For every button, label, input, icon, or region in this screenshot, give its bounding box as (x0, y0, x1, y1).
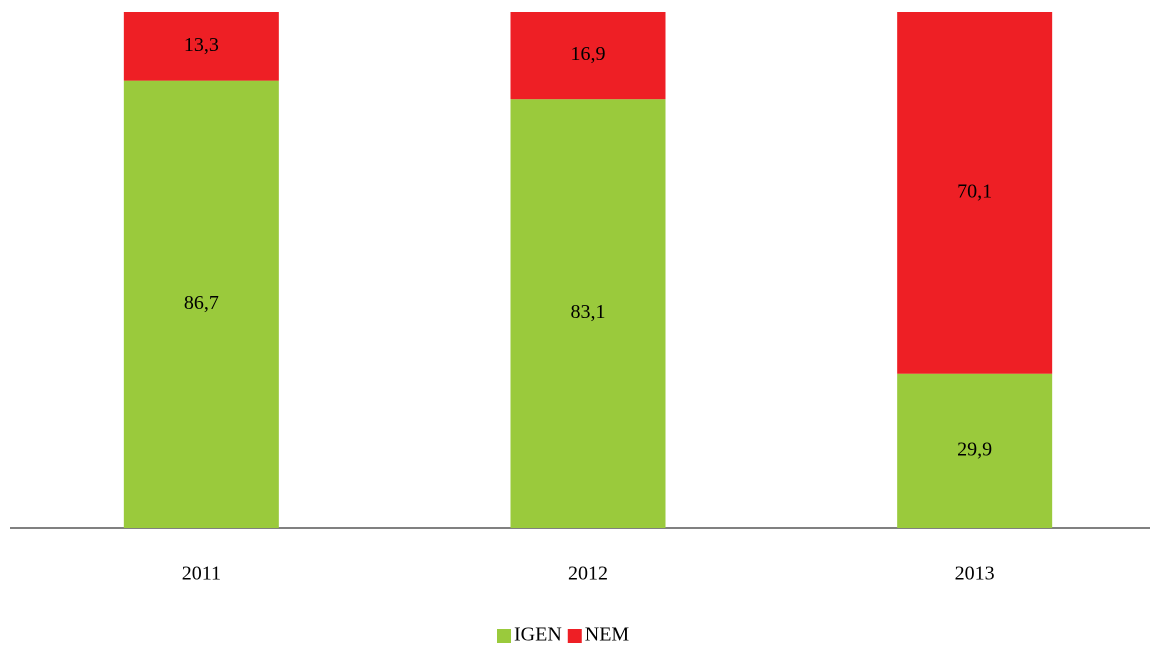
x-tick-label: 2013 (955, 563, 995, 585)
data-label: 13,3 (184, 34, 219, 56)
bar-segment (897, 373, 1053, 528)
legend-label: NEM (585, 624, 630, 646)
legend-swatch (567, 629, 582, 643)
data-label: 86,7 (184, 292, 219, 314)
bar-segment (510, 99, 666, 528)
data-label: 83,1 (571, 301, 606, 323)
legend-label: IGEN (514, 624, 562, 646)
bar-segment (510, 12, 666, 100)
x-tick-label: 2011 (182, 563, 221, 585)
bar-segment (897, 12, 1053, 374)
data-label: 29,9 (957, 438, 992, 460)
data-label: 16,9 (571, 43, 606, 65)
data-label: 70,1 (957, 180, 992, 202)
bar-segment (123, 80, 279, 529)
bar-segment (123, 12, 279, 81)
x-tick-label: 2012 (568, 563, 608, 585)
legend-swatch (497, 629, 511, 643)
